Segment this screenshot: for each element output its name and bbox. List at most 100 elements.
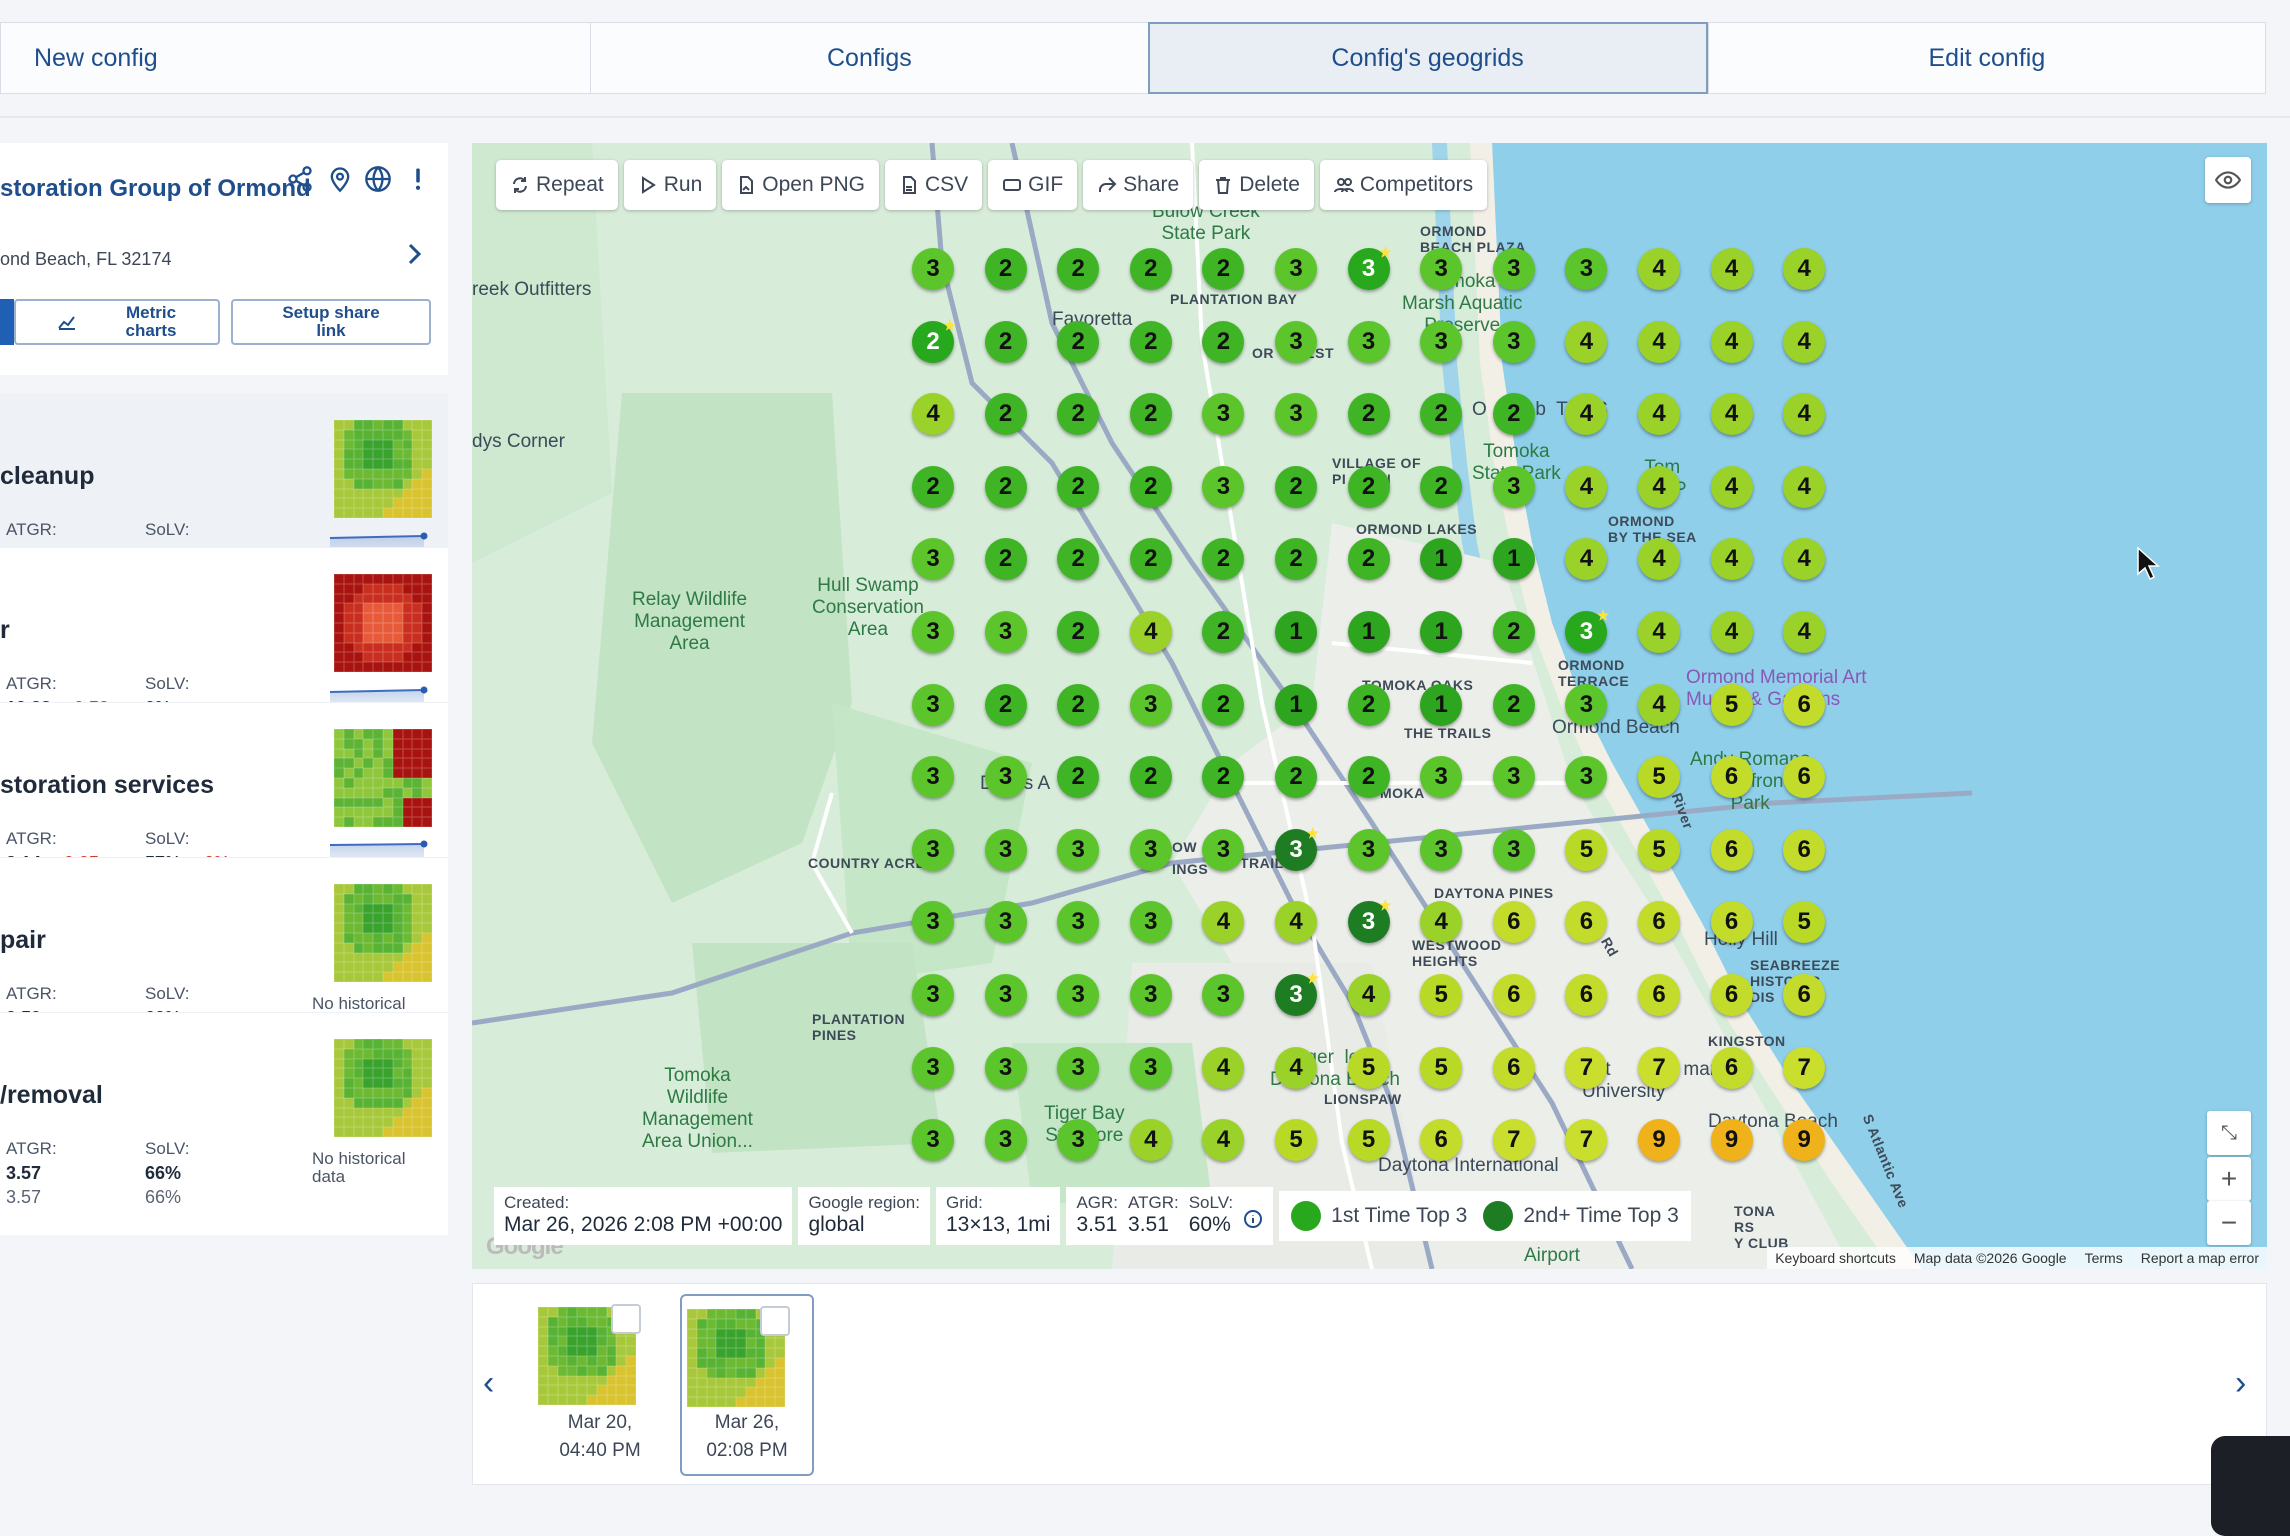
rank-pin[interactable]: 3 [984,1119,1027,1162]
rank-pin[interactable]: 7 [1638,1046,1680,1089]
rank-pin[interactable]: 5 [1347,1046,1390,1089]
rank-pin[interactable]: 3 [984,611,1027,653]
rank-pin[interactable]: 2 [1129,465,1172,508]
rank-pin[interactable]: 2 [984,683,1027,726]
rank-pin[interactable]: 4 [1710,248,1753,290]
rank-pin[interactable]: 3 [1275,393,1317,436]
rank-pin[interactable]: 3 [912,1119,954,1162]
rank-pin[interactable]: 3 ★ [1347,897,1392,944]
rank-pin[interactable]: 4 [1783,248,1826,290]
rank-pin[interactable]: 5 [1783,901,1826,944]
rank-pin[interactable]: 2 [1347,465,1390,508]
rank-pin[interactable]: 2 [984,248,1027,290]
rank-pin[interactable]: 6 [1710,756,1753,799]
rank-pin[interactable]: 6 [1565,901,1608,944]
chat-widget[interactable] [2211,1436,2290,1536]
rank-pin[interactable]: 4 [1129,1119,1172,1162]
rank-pin[interactable]: 2 [1275,538,1317,581]
rank-pin[interactable]: 4 [1638,465,1680,508]
rank-pin[interactable]: 2 [1129,756,1172,799]
rank-pin[interactable]: 3 [1129,901,1172,944]
rank-pin[interactable]: 3 [1202,465,1245,508]
rank-pin[interactable]: 3 [1202,828,1245,871]
terms-link[interactable]: Terms [2084,1250,2123,1266]
fullscreen-button[interactable]: ⤡ [2207,1111,2251,1155]
rank-pin[interactable]: 5 [1420,1046,1463,1089]
rank-pin[interactable]: 4 [1129,611,1172,653]
rank-pin[interactable]: 3 ★ [1275,970,1319,1016]
rank-pin[interactable]: 3 [1057,1119,1100,1162]
rank-pin[interactable]: 2 [912,465,954,508]
keyword-heatmap-thumbnail[interactable] [334,884,432,982]
rank-pin[interactable]: 1 [1492,538,1535,581]
rank-pin[interactable]: 9 [1638,1119,1680,1162]
rank-pin[interactable]: 3 [912,1046,954,1089]
rank-pin[interactable]: 2 [1347,538,1390,581]
rank-pin[interactable]: 2 [984,465,1027,508]
rank-pin[interactable]: 4 [1565,320,1608,363]
rank-pin[interactable]: 4 [912,393,954,436]
rank-pin[interactable]: 4 [1783,320,1826,363]
rank-pin[interactable]: 6 [1492,974,1535,1016]
rank-pin[interactable]: 3 [1202,393,1245,436]
rank-pin[interactable]: 4 [1710,465,1753,508]
tab-edit-config[interactable]: Edit config [1707,22,2266,94]
rank-pin[interactable]: 3 ★ [1275,825,1319,871]
geogrid-map[interactable]: reek Outfitters dys Corner Relay Wildlife … [472,143,2267,1269]
rank-pin[interactable]: 9 [1783,1119,1826,1162]
rank-pin[interactable]: 3 [1420,756,1463,799]
rank-pin[interactable]: 3 [1202,974,1245,1016]
rank-pin[interactable]: 3 [1275,248,1317,290]
rank-pin[interactable]: 6 [1710,974,1753,1016]
rank-pin[interactable]: 2 [1492,393,1535,436]
rank-pin[interactable]: 4 [1783,465,1826,508]
rank-pin[interactable]: 3 [912,611,954,653]
rank-pin[interactable]: 2 [984,320,1027,363]
rank-pin[interactable]: 3 [1565,683,1608,726]
rank-pin[interactable]: 1 [1347,611,1390,653]
rank-pin[interactable]: 2 [1420,393,1463,436]
rank-pin[interactable]: 6 [1420,1119,1463,1162]
rank-pin[interactable]: 3 [912,538,954,581]
rank-pin[interactable]: 3 [1492,465,1535,508]
rank-pin[interactable]: 3 [1420,248,1463,290]
globe-icon[interactable] [364,165,392,193]
rank-pin[interactable]: 7 [1565,1119,1608,1162]
rank-pin[interactable]: 2 [1057,683,1100,726]
history-checkbox[interactable] [611,1304,641,1334]
location-pin-icon[interactable] [326,165,354,193]
rank-pin[interactable]: 3 [912,248,954,290]
rank-pin[interactable]: 6 [1638,901,1680,944]
rank-pin[interactable]: 2 [984,538,1027,581]
keyword-heatmap-thumbnail[interactable] [334,729,432,827]
zoom-in-button[interactable]: + [2207,1157,2251,1201]
rank-pin[interactable]: 5 [1710,683,1753,726]
history-item[interactable]: Mar 20, 04:40 PM [533,1294,667,1476]
rank-pin[interactable]: 6 [1492,1046,1535,1089]
keyword-heatmap-thumbnail[interactable] [334,420,432,518]
rank-pin[interactable]: 2 [1202,320,1245,363]
rank-pin[interactable]: 2 [1347,683,1390,726]
rank-pin[interactable]: 2 [1129,248,1172,290]
rank-pin[interactable]: 2 [1057,248,1100,290]
rank-pin[interactable]: 4 [1347,974,1390,1016]
share-button[interactable]: Share [1083,160,1194,210]
keyword-heatmap-thumbnail[interactable] [334,1039,432,1137]
history-checkbox[interactable] [760,1306,790,1336]
rank-pin[interactable]: 2 [1129,538,1172,581]
rank-pin[interactable]: 3 [1492,320,1535,363]
rank-pin[interactable]: 7 [1565,1046,1608,1089]
rank-pin[interactable]: 3 [1129,683,1172,726]
repeat-button[interactable]: Repeat [496,160,618,210]
rank-pin[interactable]: 9 [1710,1119,1753,1162]
rank-pin[interactable]: 4 [1638,248,1680,290]
rank-pin[interactable]: 1 [1420,683,1463,726]
rank-pin[interactable]: 2 [1347,393,1390,436]
chevron-right-icon[interactable] [404,237,426,271]
report-error-link[interactable]: Report a map error [2140,1250,2259,1266]
rank-pin[interactable]: 1 [1275,611,1317,653]
chevron-left-icon[interactable]: ‹ [483,1364,495,1402]
open-png-button[interactable]: Open PNG [722,160,879,210]
rank-pin[interactable]: 4 [1710,393,1753,436]
rank-pin[interactable]: 4 [1202,1046,1245,1089]
